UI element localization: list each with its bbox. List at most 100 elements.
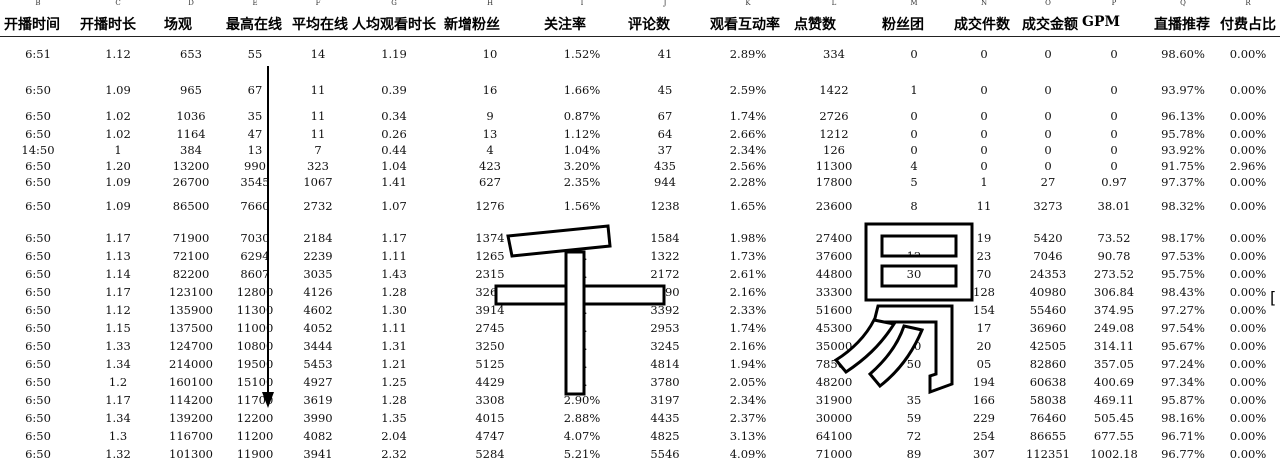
table-cell: 3392 bbox=[650, 303, 680, 317]
table-cell: 82200 bbox=[172, 267, 210, 281]
table-cell: 1.41 bbox=[381, 175, 407, 189]
table-cell: 1.09 bbox=[105, 83, 131, 97]
table-cell: 7046 bbox=[1033, 249, 1063, 263]
table-cell: 1164 bbox=[176, 127, 206, 141]
table-cell: 3262 bbox=[475, 285, 505, 299]
table-cell: 97.53% bbox=[1161, 249, 1205, 263]
table-cell: 90.78 bbox=[1097, 249, 1131, 263]
table-cell: 1.43 bbox=[381, 267, 407, 281]
table-cell: 1.07 bbox=[381, 199, 407, 213]
table-cell: 214000 bbox=[169, 357, 213, 371]
column-letter: J bbox=[663, 0, 667, 7]
table-cell: 51600 bbox=[815, 303, 853, 317]
table-row: 6:50 1.17 114200 11700 3619 1.28 3308 2.90% 3197… bbox=[0, 392, 1280, 409]
table-cell: 4 bbox=[486, 143, 494, 157]
table-cell: 1.02 bbox=[105, 127, 131, 141]
table-cell: 1.65% bbox=[729, 199, 767, 213]
table-cell: 6:50 bbox=[25, 175, 51, 189]
table-cell: 55460 bbox=[1029, 303, 1067, 317]
table-cell: 0.00% bbox=[1229, 199, 1267, 213]
table-cell: 2.33% bbox=[729, 303, 767, 317]
column-letter: M bbox=[910, 0, 918, 7]
table-cell: 357.05 bbox=[1093, 357, 1135, 371]
table-cell: 1265 bbox=[475, 249, 505, 263]
table-cell: 72 bbox=[906, 429, 922, 443]
table-cell: 0 bbox=[1110, 143, 1118, 157]
table-row: 6:50 1.20 13200 990 323 1.04 423 3.20% 435 2.56% 1… bbox=[0, 158, 1280, 175]
table-cell: 154 bbox=[973, 303, 995, 317]
table-cell: 116700 bbox=[169, 429, 213, 443]
table-cell: 1.20 bbox=[105, 159, 131, 173]
table-cell: 334 bbox=[823, 47, 845, 61]
column-letter: L bbox=[831, 0, 837, 7]
table-cell: 1.17 bbox=[105, 285, 131, 299]
table-cell: 0.00% bbox=[1229, 375, 1267, 389]
table-cell: 27 bbox=[1040, 175, 1056, 189]
table-cell: 76460 bbox=[1029, 411, 1067, 425]
table-cell: 0.00% bbox=[1229, 175, 1267, 189]
table-cell: 98.16% bbox=[1161, 411, 1205, 425]
table-cell: 384 bbox=[180, 143, 202, 157]
table-cell: 1002.18 bbox=[1090, 447, 1138, 461]
table-cell: 400.69 bbox=[1093, 375, 1135, 389]
table-cell: 0 bbox=[980, 47, 988, 61]
table-cell: 4 bbox=[910, 159, 918, 173]
table-cell: 1584 bbox=[650, 231, 680, 245]
column-letter: H bbox=[486, 0, 494, 7]
column-header: 评论数 bbox=[628, 17, 670, 33]
table-cell: 6:50 bbox=[25, 285, 51, 299]
table-cell: 97.34% bbox=[1161, 375, 1205, 389]
table-cell: 1.30 bbox=[381, 303, 407, 317]
table-cell: 1.11 bbox=[381, 249, 407, 263]
table-cell: 4814 bbox=[650, 357, 680, 371]
table-cell: 0.00% bbox=[1229, 429, 1267, 443]
table-row: 6:50 1.12 135900 11300 4602 1.30 3914 2. 3392 2.3… bbox=[0, 302, 1280, 319]
table-cell: 59 bbox=[906, 411, 922, 425]
table-cell: 3250 bbox=[475, 339, 505, 353]
table-cell: 30000 bbox=[815, 411, 853, 425]
table-cell: 323 bbox=[307, 159, 329, 173]
table-cell: 1.3 bbox=[108, 429, 128, 443]
table-cell: 273.52 bbox=[1093, 267, 1135, 281]
column-header: 平均在线 bbox=[292, 17, 348, 33]
table-cell: 0 bbox=[910, 127, 918, 141]
table-cell: 0.39 bbox=[381, 83, 407, 97]
table-cell: 12800 bbox=[236, 285, 274, 299]
table-cell: 1.12 bbox=[105, 47, 131, 61]
table-cell: 96.77% bbox=[1161, 447, 1205, 461]
table-cell: 1.98% bbox=[729, 231, 767, 245]
table-cell: 10 bbox=[482, 47, 498, 61]
table-row: 14:50 1 384 13 7 0.44 4 1.04% 37 2.34% 126 0 0 0 0 93.9… bbox=[0, 142, 1280, 159]
table-cell: 0.34 bbox=[381, 109, 407, 123]
column-letter: E bbox=[252, 0, 258, 7]
table-cell: 114200 bbox=[169, 393, 213, 407]
column-letter: D bbox=[188, 0, 194, 7]
column-header: 成交件数 bbox=[954, 17, 1010, 33]
table-cell: 2.37% bbox=[729, 411, 767, 425]
table-cell: 0 bbox=[910, 143, 918, 157]
table-cell: 1.12% bbox=[563, 127, 601, 141]
table-cell: 0.00% bbox=[1229, 47, 1267, 61]
table-cell: 50 bbox=[906, 357, 922, 371]
table-cell: 11000 bbox=[236, 321, 274, 335]
table-cell: 7660 bbox=[240, 199, 270, 213]
table-cell: 128 bbox=[973, 285, 995, 299]
table-header: 开播时间 开播时长 场观 最高在线 平均在线 人均观看时长 新增粉丝 关注率 评论数 观看互动率点… bbox=[0, 6, 1280, 37]
table-row: 6:50 1.17 123100 12800 4126 1.28 3262 2. 3190 2.1… bbox=[0, 284, 1280, 301]
column-header: 关注率 bbox=[544, 17, 586, 33]
table-cell: 31900 bbox=[815, 393, 853, 407]
table-cell: 37 bbox=[657, 143, 673, 157]
table-row: 6:50 1.14 82200 8607 3035 1.43 2315 2. 2172 2.61%… bbox=[0, 266, 1280, 283]
column-header: 粉丝团 bbox=[882, 17, 924, 33]
table-cell: 0.00% bbox=[1229, 411, 1267, 425]
table-cell: 14:50 bbox=[21, 143, 55, 157]
column-letter: N bbox=[980, 0, 988, 7]
column-letter: O bbox=[1045, 0, 1051, 7]
table-cell: 2. bbox=[576, 357, 588, 371]
table-cell: 1.09 bbox=[105, 199, 131, 213]
table-cell: 98.32% bbox=[1161, 199, 1205, 213]
table-cell: 64 bbox=[657, 127, 673, 141]
table-row: 6:50 1.09 26700 3545 1067 1.41 627 2.35% 944 2.28… bbox=[0, 174, 1280, 191]
column-letter: Q bbox=[1180, 0, 1186, 7]
table-cell: 3444 bbox=[303, 339, 333, 353]
